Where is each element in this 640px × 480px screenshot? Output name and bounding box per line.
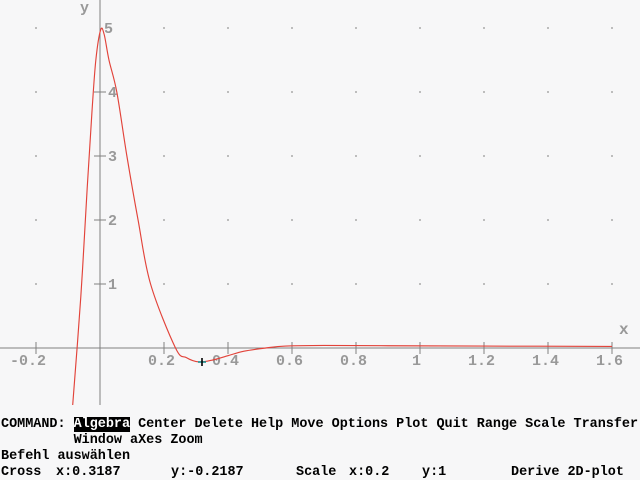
svg-text:0.8: 0.8 (340, 353, 367, 370)
svg-text:1: 1 (412, 353, 421, 370)
svg-text:0.4: 0.4 (212, 353, 239, 370)
svg-text:1: 1 (108, 277, 117, 294)
svg-text:2: 2 (108, 213, 117, 230)
svg-text:0.2: 0.2 (148, 353, 175, 370)
svg-text:-0.2: -0.2 (10, 353, 46, 370)
svg-text:5: 5 (104, 21, 113, 38)
svg-text:3: 3 (108, 149, 117, 166)
svg-text:y: y (80, 0, 89, 17)
svg-text:1.6: 1.6 (596, 353, 623, 370)
svg-text:x: x (619, 321, 629, 339)
svg-text:1.2: 1.2 (468, 353, 495, 370)
svg-text:1.4: 1.4 (532, 353, 559, 370)
svg-text:0.6: 0.6 (276, 353, 303, 370)
